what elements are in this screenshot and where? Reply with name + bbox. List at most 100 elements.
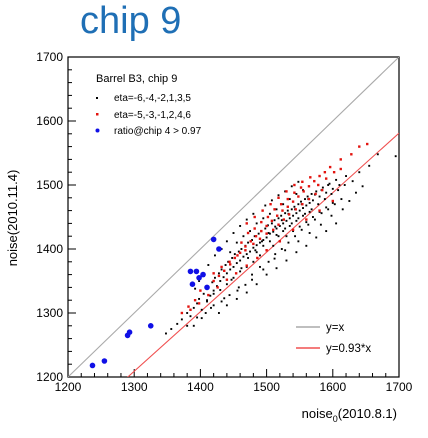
data-point-series-0 [315, 236, 318, 239]
data-point-series-1 [265, 224, 268, 228]
data-point-series-0 [189, 315, 192, 318]
data-point-series-0 [325, 230, 328, 233]
data-point-series-0 [282, 222, 285, 225]
data-point-series-0 [268, 212, 271, 215]
data-point-series-0 [293, 205, 296, 208]
data-point-series-0 [333, 203, 336, 206]
data-point-series-0 [194, 287, 197, 290]
data-point-series-0 [242, 235, 245, 238]
data-point-series-1 [258, 237, 262, 240]
data-point-series-0 [282, 203, 285, 206]
data-point-series-0 [264, 204, 267, 207]
data-point-series-1 [291, 228, 295, 231]
y-tick-label: 1600 [36, 114, 63, 128]
data-point-series-0 [275, 233, 278, 236]
data-point-series-1 [301, 203, 304, 206]
data-point-series-1 [332, 171, 336, 174]
data-point-series-2 [187, 268, 194, 275]
data-point-series-0 [295, 212, 298, 215]
data-point-series-0 [212, 292, 215, 295]
data-point-series-0 [335, 178, 338, 181]
data-point-series-0 [298, 209, 301, 212]
data-point-series-0 [207, 264, 210, 266]
data-point-series-1 [313, 179, 316, 183]
legend-marker-black [96, 97, 98, 99]
data-point-series-0 [206, 299, 208, 302]
data-point-series-0 [307, 223, 310, 226]
data-point-series-1 [309, 176, 312, 179]
data-point-series-0 [300, 200, 302, 203]
x-tick-label: 1600 [319, 380, 346, 394]
data-point-series-0 [251, 239, 253, 241]
data-point-series-0 [200, 308, 203, 311]
data-point-series-0 [302, 189, 304, 192]
data-point-series-1 [294, 208, 297, 211]
data-point-series-0 [306, 195, 309, 198]
data-point-series-0 [261, 240, 263, 243]
data-point-series-0 [251, 278, 253, 281]
data-point-series-0 [280, 219, 283, 222]
data-point-series-0 [192, 306, 195, 309]
data-point-series-0 [321, 186, 324, 189]
data-point-series-0 [277, 194, 280, 197]
data-point-series-2 [126, 329, 133, 336]
data-point-series-1 [358, 145, 361, 148]
data-point-series-0 [284, 249, 287, 252]
data-point-series-0 [295, 219, 298, 222]
reference-line-1 [126, 132, 399, 377]
data-point-series-0 [240, 267, 243, 270]
data-point-series-0 [288, 217, 291, 220]
data-point-series-1 [301, 180, 304, 183]
data-point-series-0 [244, 283, 247, 286]
data-point-series-0 [343, 184, 346, 186]
data-point-series-0 [214, 254, 216, 257]
data-point-series-0 [355, 191, 357, 194]
data-point-series-0 [225, 272, 228, 275]
data-point-series-0 [265, 236, 268, 239]
y-tick-label: 1200 [36, 370, 63, 384]
data-point-series-0 [300, 228, 303, 231]
data-point-series-1 [265, 249, 268, 252]
data-point-series-1 [180, 311, 184, 315]
data-point-series-0 [242, 255, 245, 258]
data-point-series-1 [272, 228, 275, 231]
data-point-series-0 [284, 212, 287, 215]
data-point-series-0 [255, 283, 258, 286]
data-point-series-0 [245, 291, 248, 294]
data-point-series-0 [277, 235, 280, 238]
data-point-series-0 [223, 297, 226, 300]
data-point-series-0 [262, 217, 265, 220]
data-point-series-1 [277, 196, 280, 199]
legend-label-yx: y=x [326, 322, 344, 334]
data-point-series-2 [216, 246, 222, 252]
data-point-series-2 [89, 362, 96, 369]
legend-label-red: eta=-5,-3,-1,2,4,6 [114, 110, 191, 121]
data-point-series-1 [207, 293, 210, 297]
data-point-series-0 [270, 199, 273, 202]
data-point-series-2 [204, 284, 210, 291]
data-point-series-1 [321, 188, 324, 192]
data-point-series-1 [314, 192, 317, 196]
data-point-series-0 [224, 264, 227, 266]
data-point-series-0 [204, 312, 207, 314]
data-point-series-2 [147, 323, 154, 329]
x-axis-title-subscript: 0 [333, 414, 338, 424]
data-point-series-1 [278, 240, 282, 243]
x-tick-label: 1500 [253, 380, 280, 394]
data-point-series-0 [345, 175, 347, 177]
data-point-series-1 [246, 231, 250, 235]
data-point-series-0 [268, 232, 271, 235]
legend-label-black: eta=-6,-4,-2,1,3,5 [114, 93, 191, 104]
data-point-series-0 [212, 304, 215, 307]
data-point-series-0 [287, 241, 290, 244]
data-point-series-1 [269, 203, 272, 206]
data-point-series-0 [255, 244, 258, 247]
data-point-series-1 [339, 158, 342, 161]
data-point-series-0 [280, 248, 283, 250]
data-point-series-0 [245, 218, 248, 221]
data-point-series-0 [176, 322, 179, 325]
data-point-series-0 [297, 240, 300, 243]
data-point-series-0 [227, 260, 230, 263]
data-point-series-0 [255, 251, 258, 254]
data-point-series-0 [318, 210, 321, 213]
